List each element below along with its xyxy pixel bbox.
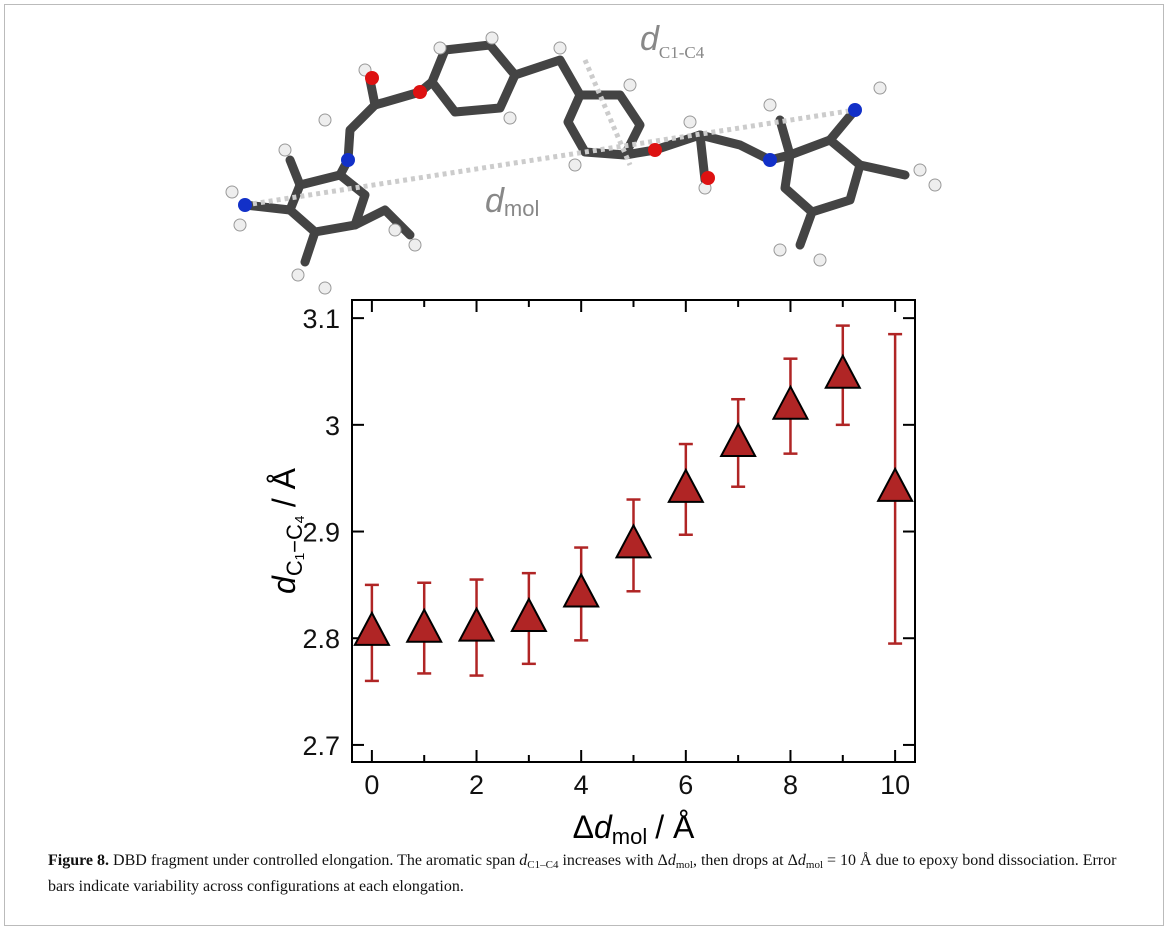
- x-tick-label: 8: [783, 770, 798, 800]
- caption-run: = 10 Å due to epoxy bond dissociation. E…: [48, 852, 1117, 895]
- molecule-image: dC1-C4 dmol: [225, 20, 942, 295]
- caption-run: C1–C4: [527, 859, 559, 871]
- marker: [824, 353, 862, 389]
- x-label-unit: / Å: [655, 809, 695, 845]
- x-label-main: d: [594, 809, 613, 845]
- heteroatoms: [238, 71, 862, 212]
- caption-run: , then drops at Δ: [692, 852, 798, 869]
- marker: [876, 466, 914, 502]
- y-tick-label: 3: [325, 411, 340, 441]
- marker: [353, 610, 391, 646]
- y-axis-label: dC₁−C₄ / Å: [266, 467, 307, 594]
- x-label-prefix: Δ: [573, 809, 594, 845]
- caption-run: mol: [805, 859, 824, 871]
- x-tick-label: 10: [880, 770, 910, 800]
- x-axis-label: Δdmol / Å: [573, 809, 695, 849]
- x-tick-label: 2: [469, 770, 484, 800]
- label-dmol: dmol: [485, 182, 539, 221]
- y-tick-label: 2.7: [302, 731, 340, 761]
- marker: [562, 572, 600, 608]
- y-label-sub: C₁−C₄: [282, 515, 307, 576]
- caption-run: DBD fragment under controlled elongation…: [109, 852, 520, 869]
- y-tick-label: 2.8: [302, 624, 340, 654]
- marker: [405, 607, 443, 643]
- marker: [667, 467, 705, 503]
- hydrogens: [225, 31, 942, 295]
- caption-run: d: [667, 852, 676, 869]
- marker: [614, 523, 653, 559]
- marker: [510, 596, 548, 633]
- caption: Figure 8. DBD fragment under controlled …: [48, 850, 1128, 898]
- y-tick-label: 3.1: [302, 304, 340, 334]
- y-label-main: d: [266, 575, 302, 594]
- caption-run: mol: [675, 859, 693, 871]
- caption-run: increases with Δ: [558, 852, 668, 869]
- marker: [457, 606, 496, 642]
- distance-lines: [244, 59, 856, 208]
- label-dc: dC1-C4: [640, 20, 705, 62]
- marker: [771, 384, 810, 420]
- x-tick-label: 6: [678, 770, 693, 800]
- x-tick-label: 4: [574, 770, 589, 800]
- x-label-sub: mol: [612, 824, 647, 849]
- figure-frame: [4, 4, 1164, 926]
- caption-run: Figure 8.: [48, 852, 110, 869]
- caption-run: d: [519, 852, 528, 869]
- caption-run: d: [797, 852, 806, 869]
- y-tick-label: 2.9: [302, 518, 340, 548]
- x-tick-label: 0: [364, 770, 379, 800]
- marker: [719, 421, 757, 458]
- y-label-unit: / Å: [266, 467, 302, 507]
